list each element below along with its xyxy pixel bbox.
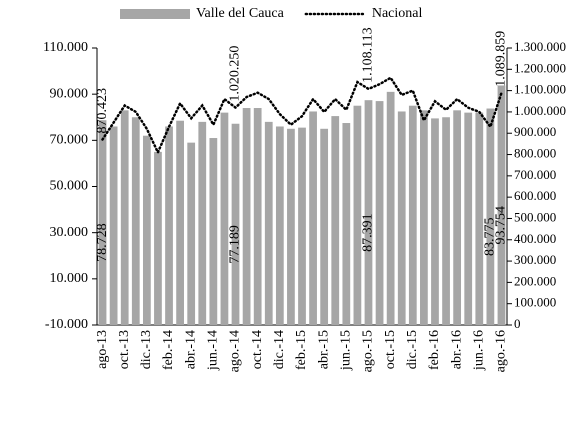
bar [475,112,484,325]
x-tick-label: ago-13 [95,330,110,369]
data-label: 93.754 [494,206,509,245]
bar [298,127,306,325]
y-tick-label: -10.000 [45,317,88,332]
x-tick-label: dic.-15 [405,330,420,369]
bar [331,116,340,326]
bar [486,108,495,325]
x-tick-label: jun.-14 [206,330,221,371]
data-label: 87.391 [361,213,376,252]
bar [320,128,329,325]
x-tick-label: feb.-15 [294,330,309,370]
y-tick-label: 50.000 [50,179,89,194]
data-label: 1.089.859 [494,31,509,87]
bar [242,108,251,326]
y2-tick-label: 900.000 [514,124,556,139]
legend-label: Nacional [372,6,423,21]
data-label: 870.423 [95,88,110,134]
bar [275,126,284,325]
x-tick-label: dic.-14 [272,330,287,369]
y2-tick-label: 100.000 [514,295,556,310]
bar [464,112,473,325]
x-tick-label: feb.-16 [427,330,442,370]
y2-tick-label: 500.000 [514,209,556,224]
bar [209,138,218,325]
x-tick-label: jun.-15 [339,330,354,371]
y-tick-label: 90.000 [50,86,89,101]
bar [375,101,384,325]
bar [431,118,439,325]
y2-tick-label: 800.000 [514,146,556,161]
line [101,76,503,156]
bar [253,108,262,326]
data-label: 77.189 [228,225,243,264]
bar [98,120,107,325]
x-tick-label: oct.-15 [383,330,398,369]
x-tick-label: ago.-14 [228,330,243,372]
bar [386,91,395,325]
bar [342,123,351,325]
y2-tick-label: 300.000 [514,252,556,267]
bar [176,120,184,326]
y2-tick-label: 400.000 [514,231,556,246]
bar [120,110,129,325]
y-tick-label: 30.000 [50,225,89,240]
x-tick-label: oct.-13 [117,330,132,369]
y2-tick-label: 0 [514,316,521,331]
data-label: 1.108.113 [361,27,376,82]
bar [264,121,273,325]
bar [397,111,406,326]
x-tick-label: jun.-16 [472,330,487,371]
y2-tick-label: 700.000 [514,167,556,182]
bar [109,126,118,325]
bar [364,100,373,325]
y-tick-label: 10.000 [50,271,89,286]
bar [154,151,162,325]
y2-tick-label: 200.000 [514,273,556,288]
x-tick-label: ago.-15 [361,330,376,372]
x-tick-label: dic.-13 [139,330,154,369]
bar [353,105,362,325]
x-tick-label: abr.-15 [316,330,331,369]
y-tick-label: 110.000 [43,40,88,55]
bar [408,105,417,325]
bar [442,117,450,325]
legend-swatch [120,9,190,19]
bar [187,142,196,325]
y2-tick-label: 1.100.000 [514,82,566,97]
bar [497,85,506,325]
bar [453,110,462,325]
data-label: 83.775 [483,218,498,256]
bar [198,121,207,325]
bar [142,135,151,325]
x-tick-label: abr.-16 [449,330,464,369]
y2-tick-label: 1.300.000 [514,39,566,54]
x-tick-label: abr.-14 [183,330,198,369]
bar [420,110,428,325]
y2-tick-label: 1.000.000 [514,103,566,118]
y2-tick-label: 1.200.000 [514,60,566,75]
bar [131,117,140,325]
y-tick-label: 70.000 [50,133,89,148]
x-tick-label: oct.-14 [250,330,265,369]
x-tick-label: ago.-16 [494,330,509,372]
data-label: 1.020.250 [228,46,243,102]
bar [165,126,173,325]
x-tick-label: feb.-14 [161,330,176,370]
legend-label: Valle del Cauca [196,6,285,21]
bar [309,111,317,326]
data-label: 78.728 [95,223,110,261]
bar [287,128,295,325]
y2-tick-label: 600.000 [514,188,556,203]
bar [231,123,240,325]
bar [220,112,229,325]
